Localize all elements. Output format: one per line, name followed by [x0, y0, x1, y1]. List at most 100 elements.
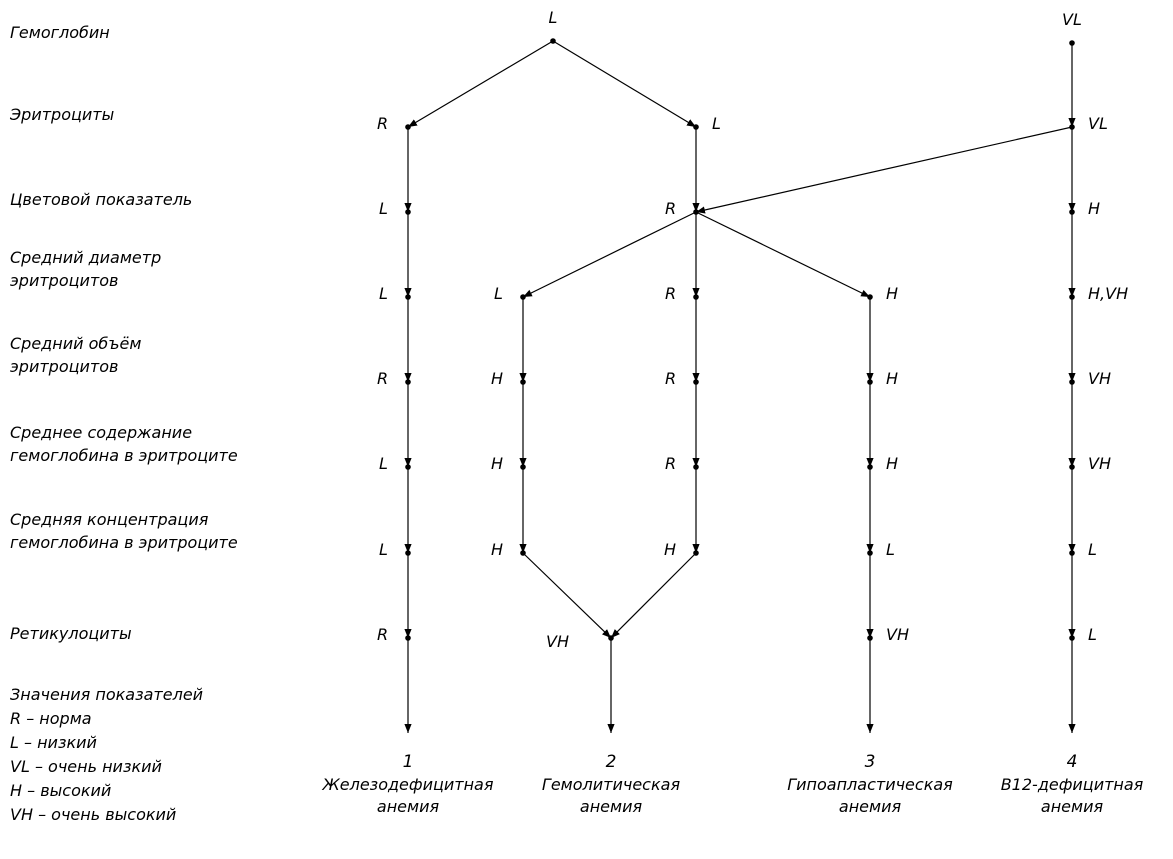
outcome-name-line: Гемолитическая [541, 775, 681, 794]
row-label-mean-volume: Средний объём эритроцитов [10, 332, 141, 378]
outcome-name-line: Железодефицитная [322, 775, 494, 794]
node-dot-c_H2 [520, 550, 526, 556]
legend-item: H – высокий [10, 781, 112, 800]
edge-arrow-cp_R-to-d_H [695, 211, 871, 298]
node-label-r_L: L [1088, 625, 1097, 644]
node-dot-c_L5 [1069, 550, 1075, 556]
node-label-v_R1: R [377, 369, 389, 388]
node-dot-v_R3 [693, 379, 699, 385]
row-label-line: Средняя концентрация [10, 510, 209, 529]
node-label-v_R3: R [665, 369, 677, 388]
node-dot-s_L1 [405, 464, 411, 470]
row-label-line: Ретикулоциты [10, 624, 132, 643]
edge-arrow-er_VL-to-cp_R [695, 126, 1073, 214]
node-dot-v_H4 [867, 379, 873, 385]
row-label-line: эритроцитов [10, 271, 119, 290]
row-label-reticulocytes: Ретикулоциты [10, 622, 132, 645]
node-label-hb_VL: VL [1062, 10, 1082, 29]
node-label-cp_H: H [1088, 199, 1101, 218]
node-dot-d_L2 [520, 294, 526, 300]
row-label-color-index: Цветовой показатель [10, 188, 192, 211]
row-label-erythrocytes: Эритроциты [10, 103, 114, 126]
node-dot-er_VL [1069, 124, 1075, 130]
edge-arrow-hb_L-to-er_L [552, 40, 697, 128]
node-label-c_L5: L [1088, 540, 1097, 559]
outcome-name-line: Гипоапластическая [787, 775, 953, 794]
legend-item: L – низкий [10, 733, 97, 752]
row-label-line: эритроцитов [10, 357, 119, 376]
outcome-name-line: анемия [579, 797, 643, 816]
outcome-hypoaplastic: 3 Гипоапластическая анемия [750, 750, 990, 818]
row-label-line: гемоглобина в эритроците [10, 446, 238, 465]
node-label-c_H3: H [664, 540, 677, 559]
node-dot-er_R [405, 124, 411, 130]
node-dot-s_H4 [867, 464, 873, 470]
node-label-s_H4: H [886, 454, 899, 473]
node-label-v_VH: VH [1088, 369, 1111, 388]
node-dot-c_L1 [405, 550, 411, 556]
node-label-d_R: R [665, 284, 677, 303]
outcome-number: 2 [605, 752, 617, 772]
outcome-iron-deficiency: 1 Железодефицитная анемия [293, 750, 523, 818]
node-dot-r_L [1069, 635, 1075, 641]
outcome-number: 3 [864, 752, 876, 772]
node-label-c_L1: L [379, 540, 388, 559]
node-label-er_R: R [377, 114, 389, 133]
row-label-line: Эритроциты [10, 105, 115, 124]
node-dot-hb_L [550, 38, 556, 44]
outcome-number: 1 [402, 752, 414, 772]
node-label-r_VH4: VH [886, 625, 909, 644]
row-label-mean-hemoglobin-content: Среднее содержание гемоглобина в эритроц… [10, 421, 238, 467]
node-label-r_R: R [377, 625, 389, 644]
node-dot-v_VH [1069, 379, 1075, 385]
row-label-mean-diameter: Средний диаметр эритроцитов [10, 246, 161, 292]
node-label-r_VH2: VH [546, 632, 569, 651]
node-label-s_H2: H [491, 454, 504, 473]
row-label-line: Цветовой показатель [10, 190, 193, 209]
node-dot-cp_H [1069, 209, 1075, 215]
row-label-line: Средний объём [10, 334, 142, 353]
row-label-mean-hemoglobin-concentration: Средняя концентрация гемоглобина в эритр… [10, 508, 238, 554]
node-label-d_L2: L [494, 284, 503, 303]
outcome-name-line: B12-дефицитная [1000, 775, 1144, 794]
node-label-d_HVH: H,VH [1088, 284, 1129, 303]
nodes-layer [405, 38, 1075, 641]
legend-item: R – норма [10, 709, 92, 728]
edge-arrow-c_H3-to-r_VH2 [610, 552, 697, 639]
node-label-cp_R: R [665, 199, 677, 218]
outcome-name-line: анемия [1040, 797, 1104, 816]
row-label-line: Гемоглобин [10, 23, 110, 42]
node-dot-s_VH [1069, 464, 1075, 470]
node-dot-v_R1 [405, 379, 411, 385]
node-dot-c_L4 [867, 550, 873, 556]
edge-arrow-c_H2-to-r_VH2 [522, 552, 612, 639]
node-dot-d_R [693, 294, 699, 300]
node-dot-v_H2 [520, 379, 526, 385]
outcome-name-line: анемия [838, 797, 902, 816]
node-dot-s_H2 [520, 464, 526, 470]
node-label-s_L1: L [379, 454, 388, 473]
edge-arrow-hb_L-to-er_R [407, 40, 554, 128]
edges-layer [404, 40, 1076, 733]
node-dot-d_L1 [405, 294, 411, 300]
outcome-b12-deficiency: 4 B12-дефицитная анемия [972, 750, 1172, 818]
node-label-d_L1: L [379, 284, 388, 303]
node-label-er_VL: VL [1088, 114, 1108, 133]
outcome-hemolytic: 2 Гемолитическая анемия [511, 750, 711, 818]
node-label-d_H: H [886, 284, 899, 303]
legend-item: VL – очень низкий [10, 757, 162, 776]
node-dot-er_L [693, 124, 699, 130]
node-label-er_L: L [712, 114, 721, 133]
node-dot-r_VH4 [867, 635, 873, 641]
node-dot-s_R3 [693, 464, 699, 470]
node-dot-r_VH2 [608, 635, 614, 641]
legend-item: VH – очень высокий [10, 805, 177, 824]
node-label-s_R3: R [665, 454, 677, 473]
node-label-hb_L: L [548, 8, 558, 27]
node-label-v_H4: H [886, 369, 899, 388]
node-dot-c_H3 [693, 550, 699, 556]
outcome-name-line: анемия [376, 797, 440, 816]
node-label-c_L4: L [886, 540, 895, 559]
outcome-number: 4 [1066, 752, 1078, 772]
